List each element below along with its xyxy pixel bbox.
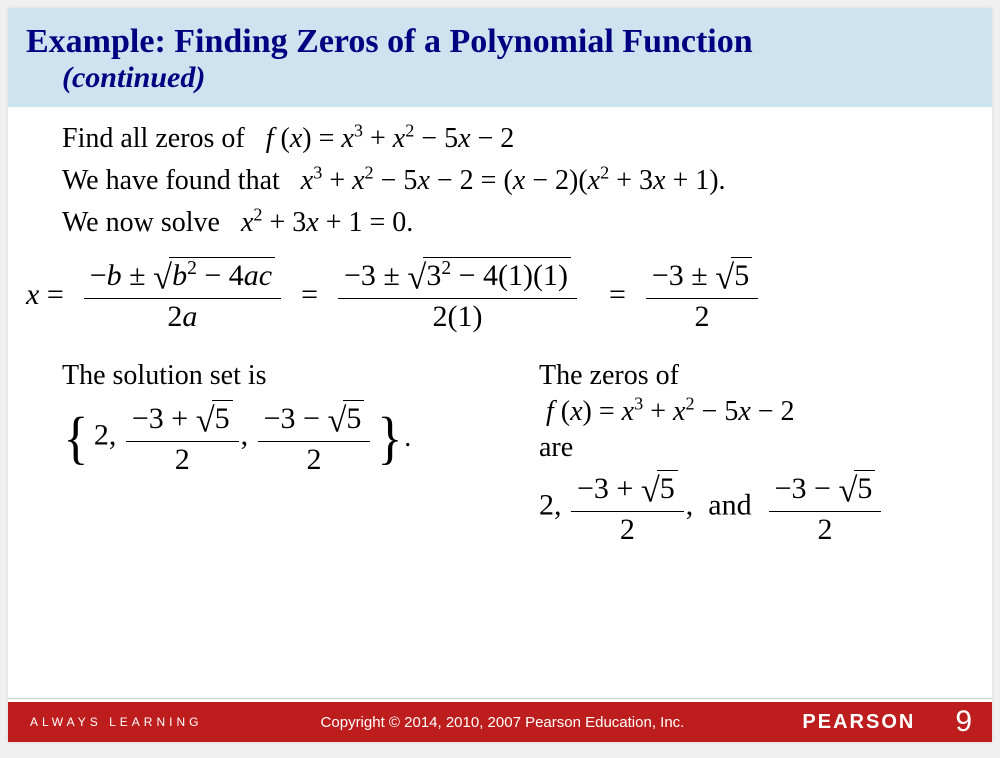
frac-substituted: −3 ± √32 − 4(1)(1) 2(1) (336, 257, 579, 332)
equals-2: = (609, 278, 626, 312)
math-quad: x2 + 3x + 1 = 0. (241, 207, 413, 238)
footer-copyright: Copyright © 2014, 2010, 2007 Pearson Edu… (202, 714, 802, 731)
slide-subtitle: (continued) (62, 61, 974, 95)
footer-bar: ALWAYS LEARNING Copyright © 2014, 2010, … (8, 702, 992, 742)
quadratic-formula: x = −b ± √b2 − 4ac 2a = −3 ± √32 − 4(1)(… (26, 257, 956, 332)
zeros-col: The zeros of f (x) = x3 + x2 − 5x − 2 ar… (539, 360, 956, 545)
solution-set: { 2, −3 + √52, −3 − √52 }. (62, 400, 411, 475)
slide: Example: Finding Zeros of a Polynomial F… (8, 8, 992, 742)
frac-result: −3 ± √5 2 (644, 257, 760, 332)
and-text: and (708, 489, 751, 522)
equals-1: = (301, 278, 318, 312)
slide-content: Find all zeros of f (x) = x3 + x2 − 5x −… (8, 107, 992, 545)
line-solve: We now solve x2 + 3x + 1 = 0. (62, 207, 956, 239)
zeros-list: 2, −3 + √52, and −3 − √52 (539, 470, 956, 545)
text: We now solve (62, 207, 220, 238)
title-bar: Example: Finding Zeros of a Polynomial F… (8, 8, 992, 107)
solution-set-col: The solution set is { 2, −3 + √52, −3 − … (62, 360, 479, 545)
zeros-fx: f (x) = x3 + x2 − 5x − 2 (539, 396, 956, 428)
zeros-label: The zeros of (539, 360, 956, 392)
math-factored: x3 + x2 − 5x − 2 = (x − 2)(x2 + 3x + 1). (301, 165, 726, 196)
math-fx: f (x) = x3 + x2 − 5x − 2 (266, 123, 515, 154)
text: Find all zeros of (62, 123, 245, 154)
footer-brand: PEARSON (802, 711, 915, 734)
text: We have found that (62, 165, 280, 196)
bottom-columns: The solution set is { 2, −3 + √52, −3 − … (62, 360, 956, 545)
footer-tagline: ALWAYS LEARNING (30, 715, 202, 729)
line-factored: We have found that x3 + x2 − 5x − 2 = (x… (62, 165, 956, 197)
frac-symbolic: −b ± √b2 − 4ac 2a (82, 257, 283, 332)
x-equals: x = (26, 278, 64, 312)
slide-title: Example: Finding Zeros of a Polynomial F… (26, 22, 974, 61)
footer-page-number: 9 (955, 705, 972, 739)
zeros-are: are (539, 432, 956, 464)
line-find-zeros: Find all zeros of f (x) = x3 + x2 − 5x −… (62, 123, 956, 155)
solution-set-label: The solution set is (62, 360, 479, 392)
